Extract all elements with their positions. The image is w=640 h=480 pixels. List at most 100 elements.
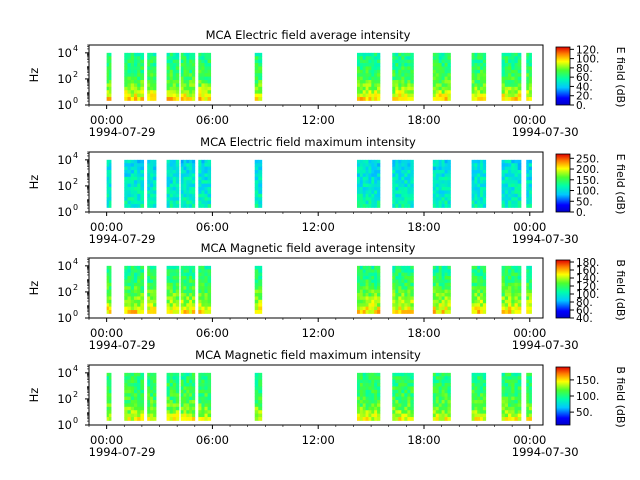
spectrogram-cell (471, 197, 475, 202)
spectrogram-cell (198, 400, 202, 404)
spectrogram-cell (410, 376, 414, 381)
spectrogram-cell (368, 406, 372, 411)
spectrogram-cell (127, 279, 132, 284)
spectrogram-cell (377, 83, 381, 88)
spectrogram-cell (410, 187, 414, 191)
spectrogram-cell (410, 406, 414, 411)
spectrogram-cell (392, 76, 396, 81)
spectrogram-cell (447, 265, 451, 270)
spectrogram-cell (377, 265, 381, 270)
spectrogram-cell (447, 289, 451, 294)
spectrogram-cell (207, 86, 212, 91)
spectrogram-cell (517, 190, 522, 195)
colorbar-label: B field (dB) (614, 259, 627, 320)
spectrogram-cell (108, 406, 112, 411)
spectrogram-cell (401, 69, 405, 74)
spectrogram-cell (191, 90, 196, 95)
spectrogram-cell (189, 86, 193, 91)
spectrogram-cell (175, 293, 180, 297)
spectrogram-cell (108, 80, 112, 84)
spectrogram-cell (191, 293, 196, 297)
spectrogram-cell (258, 190, 263, 195)
spectrogram-cell (444, 282, 448, 287)
spectrogram-cell (172, 200, 177, 205)
spectrogram-cell (407, 396, 411, 401)
spectrogram-cell (480, 303, 484, 308)
spectrogram-cell (204, 187, 208, 191)
spectrogram-cell (191, 372, 196, 377)
spectrogram-cell (127, 386, 132, 391)
spectrogram-cell (183, 170, 187, 174)
spectrogram-cell (398, 69, 402, 74)
spectrogram-cell (130, 86, 135, 91)
spectrogram-cell (106, 386, 110, 391)
spectrogram-cell (444, 173, 448, 178)
spectrogram-cell (374, 376, 378, 381)
spectrogram-cell (124, 303, 128, 308)
spectrogram-cell (191, 417, 196, 421)
spectrogram-cell (392, 299, 396, 304)
spectrogram-cell (477, 265, 481, 270)
spectrogram-cell (201, 73, 205, 78)
spectrogram-cell (368, 400, 372, 404)
spectrogram-cell (169, 52, 174, 57)
spectrogram-cell (404, 269, 408, 274)
spectrogram-cell (480, 163, 484, 168)
spectrogram-cell (447, 413, 451, 418)
spectrogram-cell (258, 66, 263, 71)
spectrogram-cell (435, 86, 440, 91)
spectrogram-cell (130, 56, 135, 61)
spectrogram-cell (137, 63, 141, 67)
spectrogram-cell (480, 180, 484, 185)
spectrogram-cell (137, 286, 141, 291)
spectrogram-cell (401, 52, 405, 57)
spectrogram-cell (175, 93, 180, 98)
spectrogram-cell (477, 183, 481, 188)
spectrogram-cell (401, 272, 405, 277)
spectrogram-cell (392, 193, 396, 198)
spectrogram-cell (404, 413, 408, 418)
spectrogram-cell (147, 170, 151, 174)
spectrogram-cell (191, 93, 196, 98)
spectrogram-cell (166, 379, 171, 384)
y-tick-label: 10 (57, 259, 72, 273)
spectrogram-cell (137, 282, 141, 287)
spectrogram-cell (410, 159, 414, 164)
spectrogram-cell (130, 400, 135, 404)
spectrogram-cell (474, 56, 478, 61)
spectrogram-cell (511, 376, 515, 381)
spectrogram-cell (447, 193, 451, 198)
spectrogram-cell (501, 190, 506, 195)
spectrogram-cell (374, 66, 378, 71)
spectrogram-cell (124, 90, 128, 95)
spectrogram-cell (404, 400, 408, 404)
spectrogram-cell (401, 303, 405, 308)
spectrogram-cell (106, 276, 110, 280)
panel-title: MCA Magnetic field maximum intensity (195, 348, 421, 362)
spectrogram-cell (392, 56, 396, 61)
spectrogram-cell (172, 279, 177, 284)
spectrogram-cell (474, 293, 478, 297)
spectrogram-cell (374, 272, 378, 277)
spectrogram-cell (169, 299, 174, 304)
spectrogram-cell (254, 286, 259, 291)
spectrogram-cell (368, 310, 372, 314)
spectrogram-cell (528, 282, 532, 287)
spectrogram-cell (526, 93, 530, 98)
spectrogram-cell (150, 400, 154, 404)
spectrogram-cell (133, 276, 138, 280)
spectrogram-cell (444, 393, 448, 398)
spectrogram-cell (395, 187, 399, 191)
spectrogram-cell (441, 289, 445, 294)
spectrogram-cell (130, 410, 135, 415)
spectrogram-cell (201, 406, 205, 411)
spectrogram-cell (169, 379, 174, 384)
spectrogram-cell (127, 289, 132, 294)
spectrogram-cell (444, 190, 448, 195)
spectrogram-cell (137, 289, 141, 294)
spectrogram-cell (108, 63, 112, 67)
spectrogram-cell (137, 383, 141, 387)
spectrogram-cell (404, 187, 408, 191)
spectrogram-cell (404, 299, 408, 304)
